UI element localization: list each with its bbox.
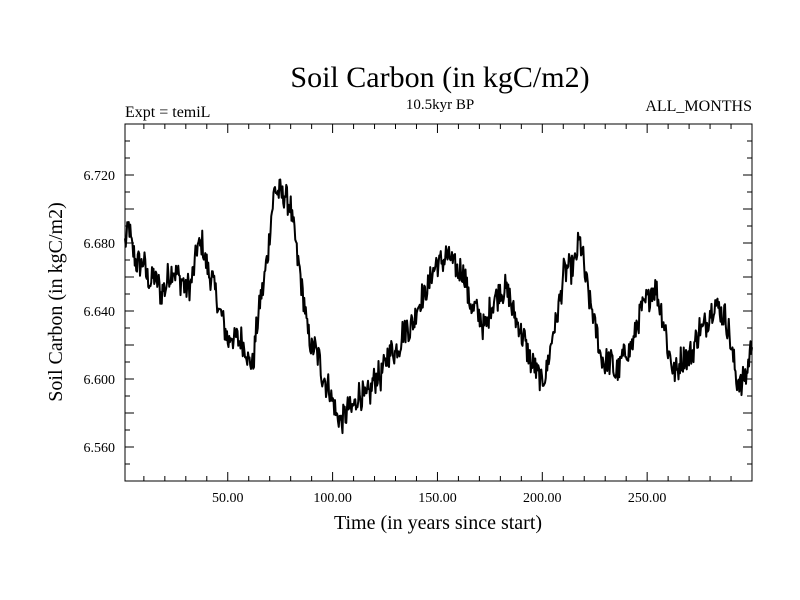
plot-frame: [124, 123, 753, 482]
x-tick-label: 150.00: [418, 491, 457, 506]
x-tick-label: 250.00: [628, 491, 667, 506]
chart-subtitle-center: 10.5kyr BP: [406, 97, 474, 113]
chart-title: Soil Carbon (in kgC/m2): [290, 61, 589, 94]
chart-subtitle-left: Expt = temiL: [125, 104, 210, 121]
y-tick-label: 6.640: [84, 305, 116, 320]
x-tick-label: 200.00: [523, 491, 562, 506]
y-tick-label: 6.560: [84, 441, 116, 456]
y-tick-label: 6.600: [84, 373, 116, 388]
y-axis-label: Soil Carbon (in kgC/m2): [45, 202, 67, 401]
chart-subtitle-right: ALL_MONTHS: [645, 98, 752, 115]
series-line-0: [124, 178, 753, 435]
axis-ticks: 50.00 100.00 150.00 200.00 250.00 6.560 6.600 6…: [84, 124, 752, 506]
x-axis-label: Time (in years since start): [334, 512, 542, 534]
y-tick-label: 6.680: [84, 237, 116, 252]
x-tick-label: 100.00: [313, 491, 352, 506]
x-tick-label: 50.00: [212, 491, 244, 506]
plot-layer: [124, 178, 753, 435]
y-tick-label: 6.720: [84, 169, 116, 184]
